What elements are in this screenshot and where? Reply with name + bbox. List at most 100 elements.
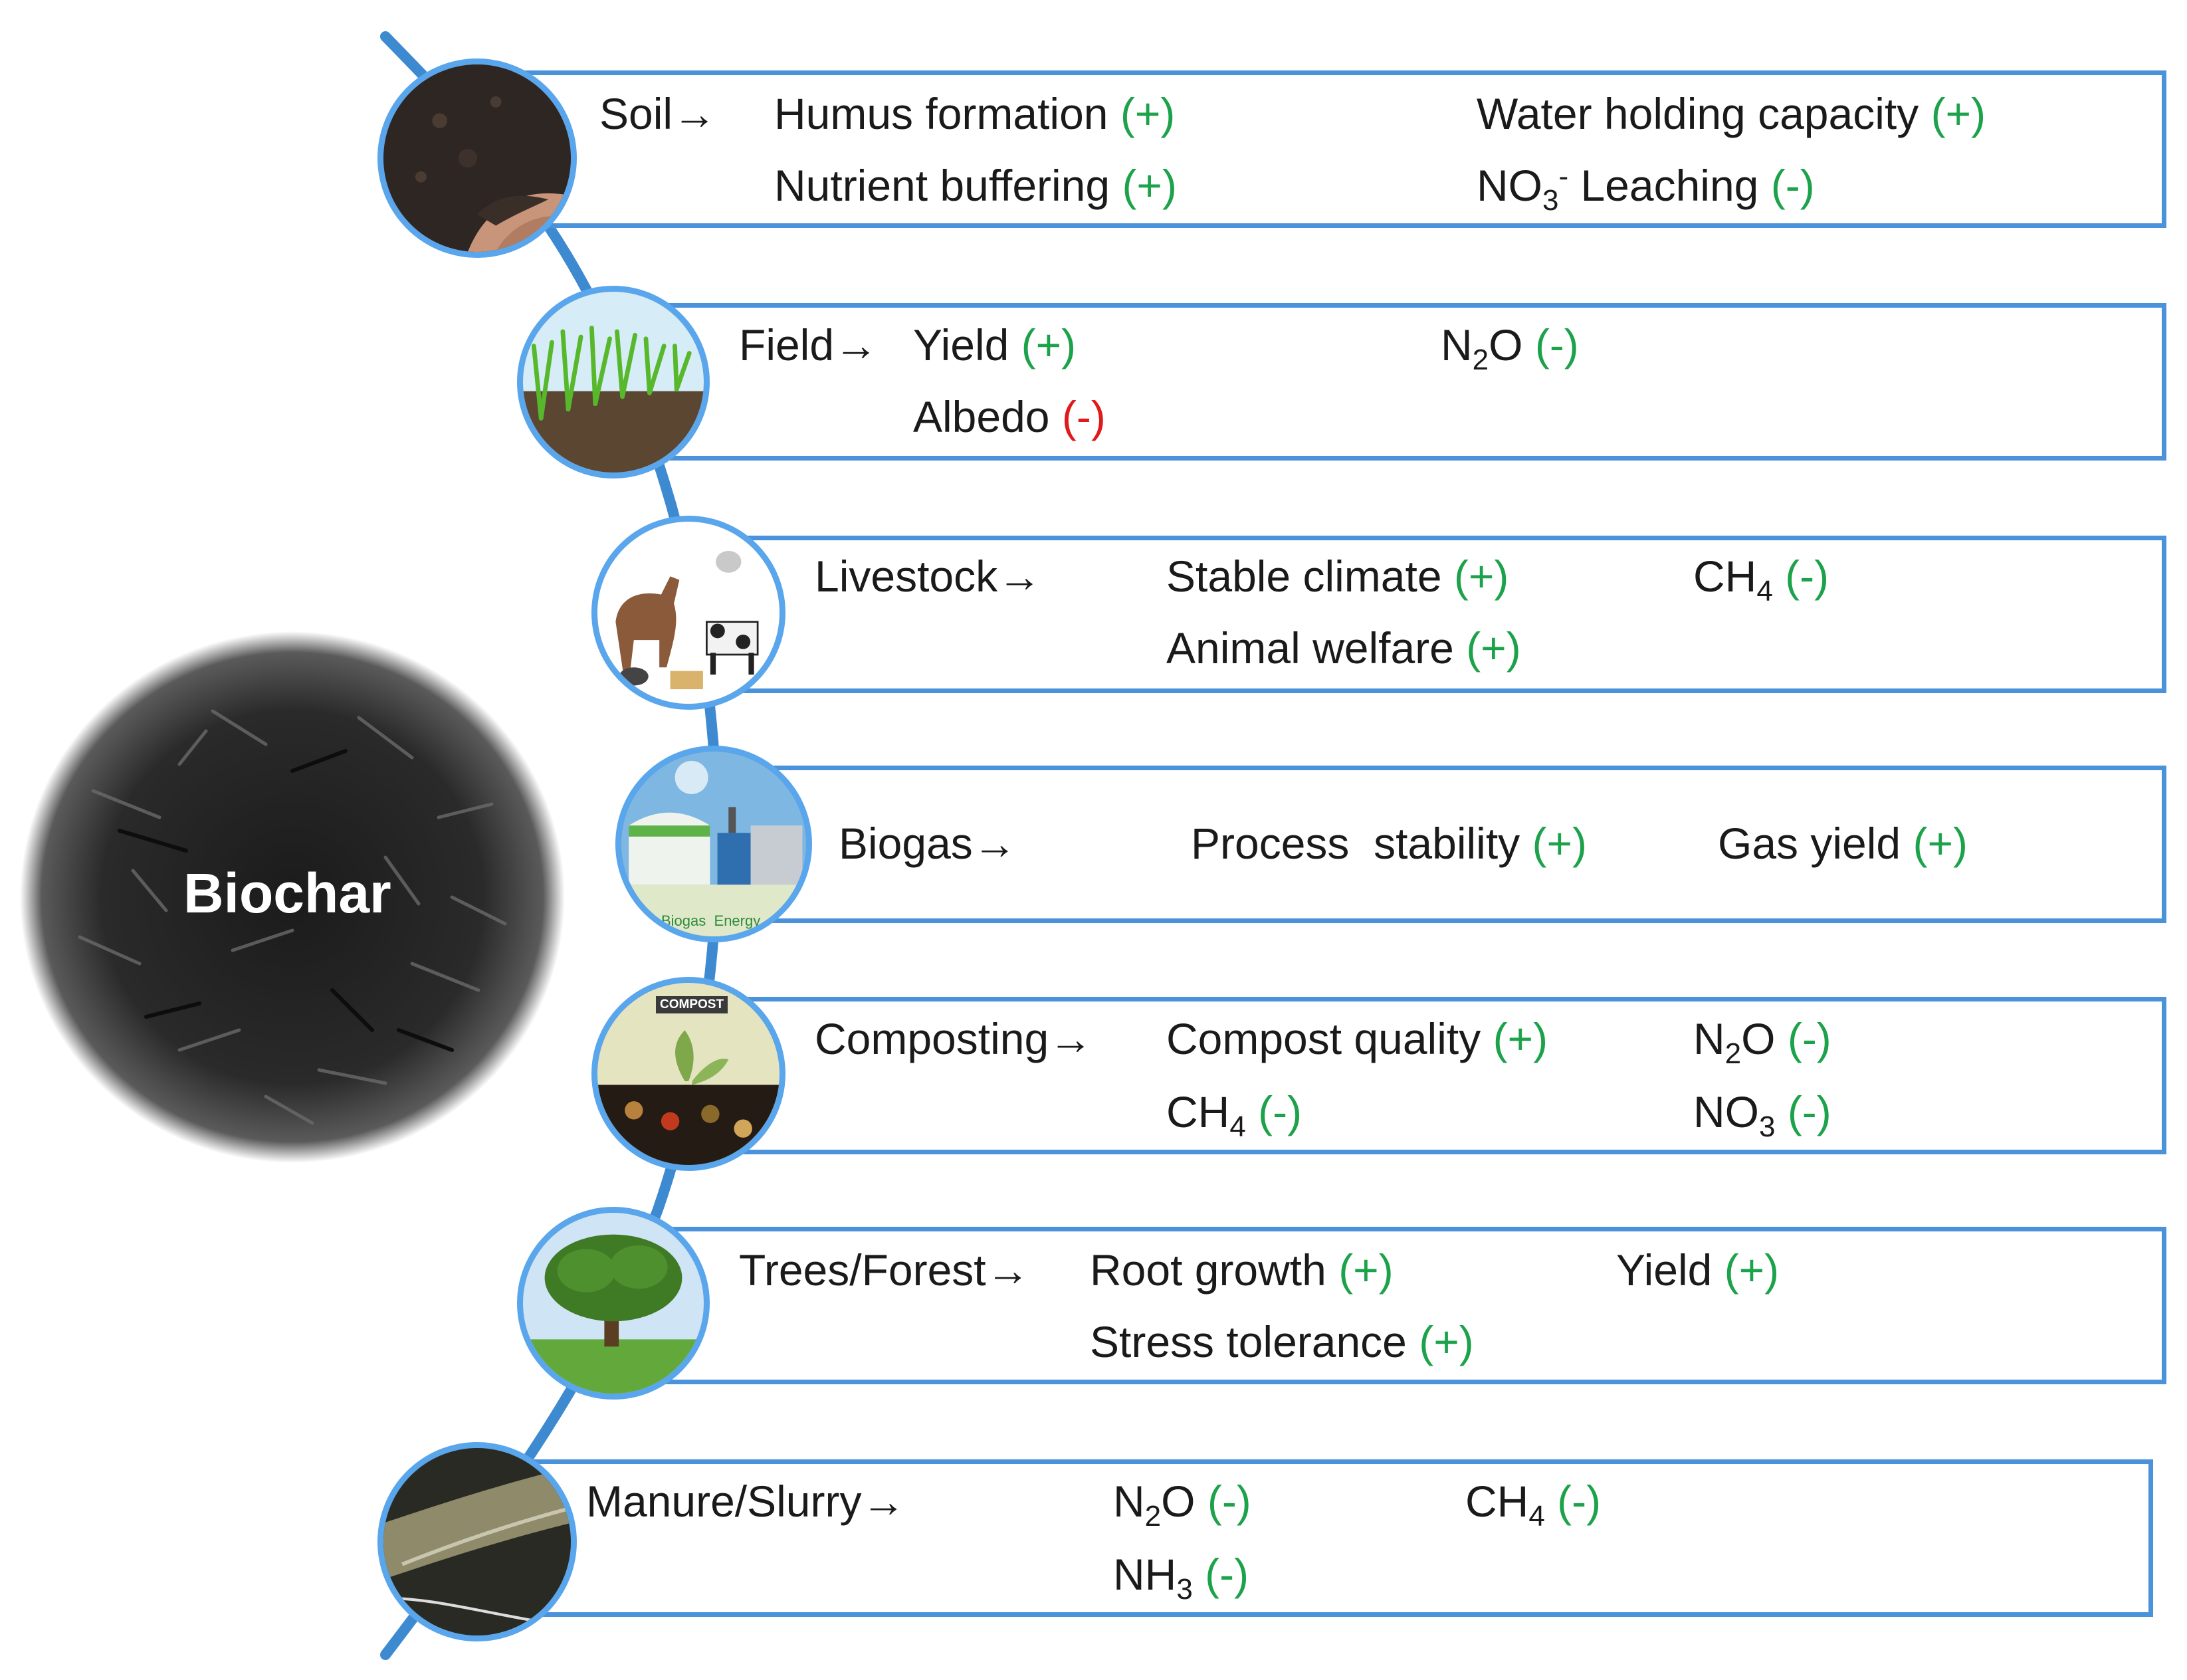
formula-sub: 2	[1472, 344, 1489, 376]
formula-main: NO	[1693, 1087, 1759, 1136]
trees-effect-root: Root growth (+)	[1090, 1248, 1394, 1292]
effect-sign: (+)	[1120, 89, 1176, 138]
formula-after: Leaching	[1568, 161, 1759, 210]
manure-photo-icon	[377, 1442, 577, 1641]
manure-source-label: Manure/Slurry→	[586, 1479, 905, 1523]
trees-effect-stress: Stress tolerance (+)	[1090, 1320, 1474, 1364]
effect-sign: (+)	[1122, 161, 1177, 210]
formula-after: O	[1489, 320, 1523, 369]
formula-main: CH	[1465, 1477, 1529, 1526]
biogas-caption-word-2: Energy	[714, 912, 761, 929]
formula-after: O	[1741, 1014, 1776, 1063]
effect-sign: (-)	[1770, 161, 1815, 210]
soil-effect-humus: Humus formation (+)	[774, 92, 1175, 136]
field-effect-albedo: Albedo (-)	[913, 395, 1106, 439]
trees-box	[658, 1227, 2166, 1384]
formula-sub: 4	[1756, 575, 1773, 607]
effect-sign: (-)	[1205, 1550, 1249, 1599]
effect-text: Stable climate	[1166, 552, 1442, 601]
biogas-effect-gasyield: Gas yield (+)	[1718, 821, 1968, 865]
soil-effect-water: Water holding capacity (+)	[1477, 92, 1986, 136]
manure-box	[518, 1459, 2153, 1617]
composting-effect-n2o: N2O (-)	[1693, 1014, 1831, 1069]
effect-sign: (+)	[1532, 819, 1588, 868]
effect-sign: (-)	[1258, 1087, 1302, 1136]
livestock-source-text: Livestock	[815, 552, 998, 601]
effect-sign: (+)	[1724, 1245, 1780, 1295]
soil-effect-nutrient: Nutrient buffering (+)	[774, 163, 1177, 207]
formula-main: N	[1113, 1477, 1145, 1526]
field-box	[658, 303, 2166, 461]
compost-icon-caption: COMPOST	[656, 996, 728, 1013]
effect-text: Nutrient buffering	[774, 161, 1110, 210]
arrow-icon: →	[834, 320, 879, 369]
tree-photo-icon	[517, 1207, 710, 1400]
effect-sign: (+)	[1419, 1317, 1474, 1366]
formula-sub: 3	[1542, 184, 1559, 217]
livestock-box	[738, 536, 2166, 693]
formula-sup: -	[1558, 160, 1569, 193]
effect-sign: (+)	[1021, 320, 1077, 369]
formula-main: CH	[1693, 552, 1757, 601]
livestock-effect-ch4: CH4 (-)	[1693, 552, 1829, 606]
soil-source-label: Soil→	[599, 92, 716, 136]
effect-sign: (+)	[1930, 89, 1986, 138]
effect-sign: (+)	[1913, 819, 1968, 868]
effect-text: Humus formation	[774, 89, 1108, 138]
livestock-photo-icon	[591, 516, 785, 710]
effect-sign: (-)	[1557, 1477, 1602, 1526]
biochar-label: Biochar	[183, 862, 391, 924]
formula-sub: 2	[1144, 1500, 1162, 1532]
effect-sign: (-)	[1061, 392, 1106, 441]
effect-text: Root growth	[1090, 1245, 1326, 1295]
composting-effect-ch4: CH4 (-)	[1166, 1087, 1302, 1142]
effect-sign: (+)	[1466, 623, 1521, 673]
biogas-source-text: Biogas	[839, 819, 973, 868]
manure-effect-n2o: N2O (-)	[1113, 1477, 1251, 1531]
effect-sign: (-)	[1785, 552, 1829, 601]
effect-sign: (+)	[1493, 1014, 1548, 1063]
formula-main: N	[1693, 1014, 1725, 1063]
composting-effect-quality: Compost quality (+)	[1166, 1017, 1548, 1061]
arrow-icon: →	[1049, 1014, 1093, 1063]
field-source-label: Field→	[739, 323, 878, 367]
formula-sub: 4	[1229, 1110, 1246, 1143]
composting-source-label: Composting→	[815, 1017, 1093, 1061]
biogas-icon-caption: Biogas Energy	[661, 912, 760, 930]
soil-photo-icon	[377, 58, 577, 258]
effect-sign: (+)	[1453, 552, 1509, 601]
effect-sign: (-)	[1787, 1087, 1831, 1136]
effect-text: Albedo	[913, 392, 1050, 441]
trees-source-text: Trees/Forest	[739, 1245, 986, 1295]
arrow-icon: →	[986, 1245, 1030, 1295]
effect-text: Animal welfare	[1166, 623, 1454, 673]
field-effect-n2o: N2O (-)	[1441, 320, 1579, 375]
arrow-icon: →	[997, 552, 1042, 601]
manure-effect-nh3: NH3 (-)	[1113, 1550, 1249, 1604]
biogas-caption-word-1: Biogas	[661, 912, 706, 929]
effect-sign: (-)	[1534, 320, 1579, 369]
formula-main: NH	[1113, 1550, 1177, 1599]
soil-effect-leaching: NO3- Leaching (-)	[1477, 160, 1815, 215]
livestock-effect-welfare: Animal welfare (+)	[1166, 626, 1521, 670]
effect-sign: (-)	[1207, 1477, 1251, 1526]
biogas-box	[764, 766, 2166, 923]
trees-effect-yield: Yield (+)	[1616, 1248, 1779, 1292]
effect-text: Water holding capacity	[1477, 89, 1919, 138]
effect-sign: (-)	[1787, 1014, 1831, 1063]
livestock-effect-climate: Stable climate (+)	[1166, 554, 1509, 598]
manure-effect-ch4: CH4 (-)	[1465, 1477, 1602, 1531]
biochar-pile-image	[20, 631, 565, 1163]
composting-effect-no3: NO3 (-)	[1693, 1087, 1831, 1142]
formula-sub: 3	[1759, 1110, 1776, 1143]
effect-text: Process stability	[1191, 819, 1520, 868]
effect-text: Gas yield	[1718, 819, 1901, 868]
arrow-icon: →	[972, 819, 1017, 868]
formula-after: O	[1161, 1477, 1196, 1526]
effect-text: Yield	[1616, 1245, 1713, 1295]
formula-sub: 4	[1528, 1500, 1545, 1532]
soil-box	[518, 70, 2166, 228]
livestock-source-label: Livestock→	[815, 554, 1041, 598]
effect-text: Compost quality	[1166, 1014, 1481, 1063]
